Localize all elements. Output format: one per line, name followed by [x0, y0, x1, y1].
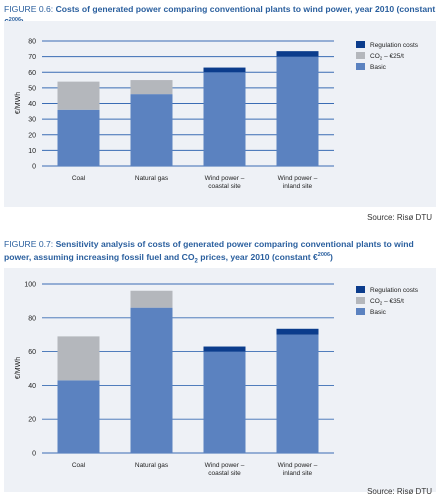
bar-co2 — [130, 290, 173, 308]
x-tick-label: Coal — [72, 462, 86, 469]
y-tick-label: 20 — [28, 132, 36, 139]
y-tick-label: 40 — [28, 101, 36, 108]
bar-regulation — [276, 328, 319, 335]
y-tick-label: 80 — [28, 315, 36, 322]
legend-label-co2: CO2 – €25/t — [370, 53, 404, 61]
bar-regulation — [276, 51, 319, 57]
y-axis-label: €/MWh — [15, 357, 22, 379]
x-tick-label: Natural gas — [135, 462, 169, 469]
x-tick-label: Natural gas — [135, 175, 169, 182]
y-tick-label: 100 — [24, 282, 36, 289]
legend-swatch-regulation — [356, 286, 365, 293]
y-tick-label: 60 — [28, 349, 36, 356]
y-tick-label: 60 — [28, 70, 36, 77]
legend-label-co2: CO2 – €35/t — [370, 298, 404, 306]
y-tick-label: 80 — [28, 39, 36, 46]
legend-swatch-basic — [356, 63, 365, 70]
legend-swatch-basic — [356, 308, 365, 315]
x-tick-label: Wind power – — [278, 175, 318, 182]
y-tick-label: 40 — [28, 383, 36, 390]
chart-panel-2: 0 20 40 60 80 100 €/MWh Coal Natural gas Wind pow… — [4, 268, 436, 492]
figure-title-sup: 2006 — [317, 252, 331, 258]
figure-title-text-a: Sensitivity analysis of costs of generat… — [4, 239, 414, 262]
bar-regulation — [203, 67, 246, 73]
y-tick-label: 20 — [28, 417, 36, 424]
bar-basic — [203, 351, 246, 453]
legend-label-basic: Basic — [370, 64, 387, 71]
y-tick-label: 0 — [32, 164, 36, 171]
bar-co2 — [130, 80, 173, 95]
x-tick-label: inland site — [283, 470, 313, 477]
bar-regulation — [203, 346, 246, 352]
x-tick-label: Wind power – — [205, 175, 245, 182]
figure-title-sup: 2006 — [8, 17, 22, 23]
legend-swatch-co2 — [356, 297, 365, 304]
y-tick-label: 70 — [28, 54, 36, 61]
figure-number: FIGURE 0.6: — [4, 4, 54, 14]
legend-label-regulation: Regulation costs — [370, 42, 419, 49]
chart-1: 0 10 20 30 40 50 60 70 80 €/MWh Coal Natural gas Win… — [15, 39, 419, 191]
source-note-2: Source: Risø DTU — [367, 487, 432, 496]
x-tick-label: Wind power – — [278, 462, 318, 469]
bar-basic — [276, 334, 319, 453]
bar-basic — [203, 72, 246, 166]
y-tick-label: 30 — [28, 117, 36, 124]
legend-label-regulation: Regulation costs — [370, 287, 419, 294]
x-tick-label: coastal site — [208, 470, 241, 477]
bar-basic — [130, 94, 173, 166]
chart-2: 0 20 40 60 80 100 €/MWh Coal Natural gas Wind pow… — [15, 282, 419, 478]
legend-swatch-co2 — [356, 52, 365, 59]
y-tick-label: 10 — [28, 148, 36, 155]
figure-0-7-title: FIGURE 0.7: Sensitivity analysis of cost… — [4, 239, 436, 268]
y-tick-label: 0 — [32, 451, 36, 458]
figure-title-end: ) — [330, 251, 333, 262]
legend-label-basic: Basic — [370, 309, 387, 316]
x-tick-label: inland site — [283, 183, 313, 190]
bar-basic — [57, 380, 100, 453]
x-tick-label: coastal site — [208, 183, 241, 190]
bar-basic — [130, 307, 173, 453]
y-tick-label: 50 — [28, 85, 36, 92]
legend-swatch-regulation — [356, 41, 365, 48]
bar-basic — [57, 109, 100, 166]
chart-panel-1: 0 10 20 30 40 50 60 70 80 €/MWh Coal Natural gas Win… — [4, 21, 436, 207]
figure-title-text-b: prices, year 2010 (constant € — [197, 251, 318, 262]
figure-number: FIGURE 0.7: — [4, 239, 54, 249]
bar-co2 — [57, 336, 100, 381]
y-axis-label: €/MWh — [15, 92, 22, 114]
x-tick-label: Coal — [72, 175, 86, 182]
bar-basic — [276, 56, 319, 166]
x-tick-label: Wind power – — [205, 462, 245, 469]
source-note-1: Source: Risø DTU — [367, 213, 432, 222]
figure-title-sub: 2 — [194, 258, 198, 265]
bar-co2 — [57, 81, 100, 110]
